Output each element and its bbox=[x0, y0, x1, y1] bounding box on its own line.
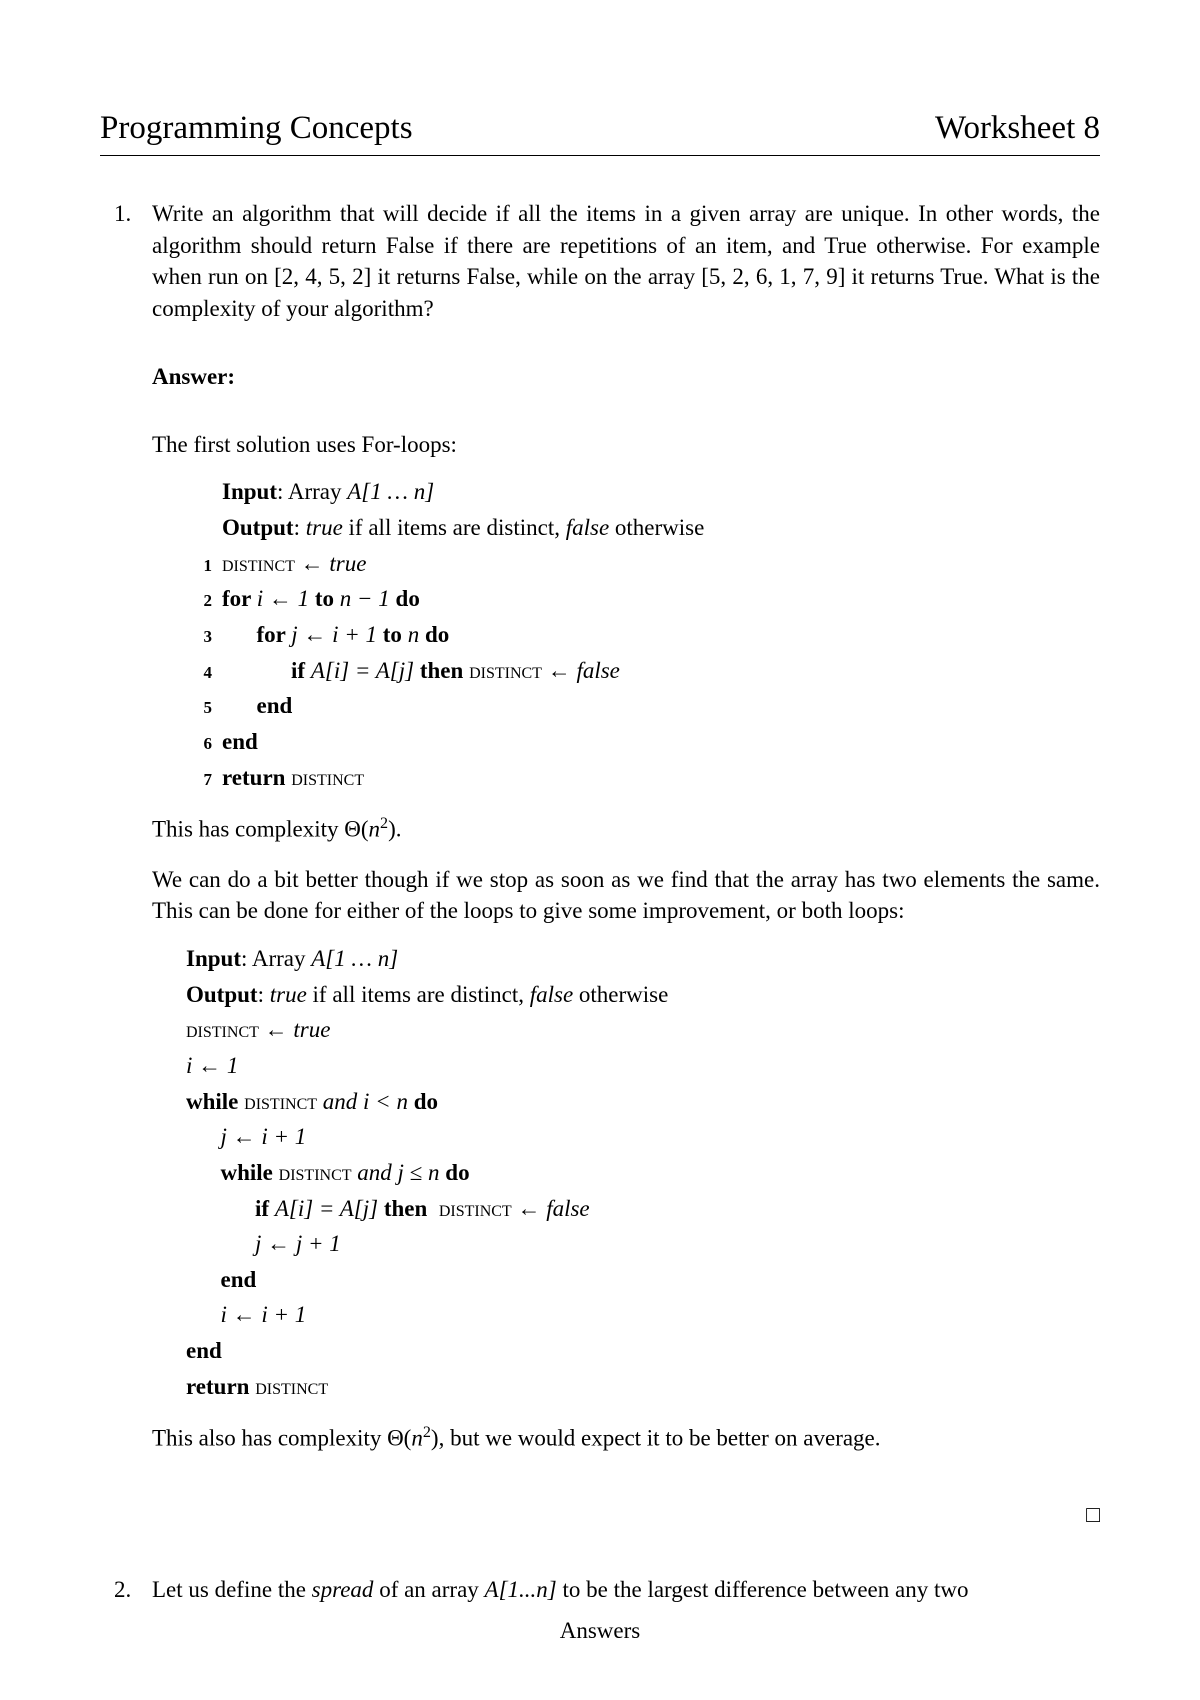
algo1-line-6: 6 end bbox=[186, 724, 1100, 760]
page-header: Programming Concepts Worksheet 8 bbox=[100, 110, 1100, 156]
algo1-line-1: 1 distinct ← true bbox=[186, 546, 1100, 582]
algo1-line-5: 5 end bbox=[186, 688, 1100, 724]
question-number: 2. bbox=[114, 1574, 131, 1606]
algo2-line-8: end bbox=[186, 1262, 1100, 1298]
question-1-text: Write an algorithm that will decide if a… bbox=[152, 201, 1100, 321]
question-list: 1. Write an algorithm that will decide i… bbox=[100, 198, 1100, 1606]
question-number: 1. bbox=[114, 198, 131, 230]
algo2-line-10: end bbox=[186, 1333, 1100, 1369]
algo2-line-3: while distinct and i < n do bbox=[186, 1084, 1100, 1120]
question-2: 2. Let us define the spread of an array … bbox=[152, 1574, 1100, 1606]
page-footer: Answers bbox=[0, 1618, 1200, 1644]
algo2-line-1: distinct ← true bbox=[186, 1012, 1100, 1048]
algo2-output: Output: true if all items are distinct, … bbox=[186, 977, 1100, 1013]
complexity-2: This also has complexity Θ(n2), but we w… bbox=[152, 1422, 1100, 1454]
algo1-output: Output: true if all items are distinct, … bbox=[186, 510, 1100, 546]
complexity-1: This has complexity Θ(n2). bbox=[152, 813, 1100, 845]
algorithm-1: Input: Array A[1 … n] Output: true if al… bbox=[186, 474, 1100, 795]
algo2-line-4: j ← i + 1 bbox=[186, 1119, 1100, 1155]
algo2-line-7: j ← j + 1 bbox=[186, 1226, 1100, 1262]
qed-mark: □ bbox=[152, 1499, 1100, 1531]
algo1-input: Input: Array A[1 … n] bbox=[186, 474, 1100, 510]
question-2-text: Let us define the spread of an array A[1… bbox=[152, 1577, 968, 1602]
algo2-line-6: if A[i] = A[j] then distinct ← false bbox=[186, 1191, 1100, 1227]
answer-intro-1: The first solution uses For-loops: bbox=[152, 429, 1100, 461]
algo1-line-4: 4 if A[i] = A[j] then distinct ← false bbox=[186, 653, 1100, 689]
question-1: 1. Write an algorithm that will decide i… bbox=[152, 198, 1100, 1530]
algo1-line-7: 7 return distinct bbox=[186, 760, 1100, 796]
answer-label: Answer: bbox=[152, 361, 1100, 393]
algo2-input: Input: Array A[1 … n] bbox=[186, 941, 1100, 977]
header-title-right: Worksheet 8 bbox=[935, 110, 1100, 147]
header-title-left: Programming Concepts bbox=[100, 110, 413, 147]
page: Programming Concepts Worksheet 8 1. Writ… bbox=[0, 0, 1200, 1700]
algorithm-2: Input: Array A[1 … n] Output: true if al… bbox=[186, 941, 1100, 1404]
algo2-line-11: return distinct bbox=[186, 1369, 1100, 1405]
algo2-line-2: i ← 1 bbox=[186, 1048, 1100, 1084]
algo1-line-3: 3 for j ← i + 1 to n do bbox=[186, 617, 1100, 653]
algo2-line-5: while distinct and j ≤ n do bbox=[186, 1155, 1100, 1191]
answer-intro-2: We can do a bit better though if we stop… bbox=[152, 864, 1100, 927]
algo1-line-2: 2 for i ← 1 to n − 1 do bbox=[186, 581, 1100, 617]
algo2-line-9: i ← i + 1 bbox=[186, 1297, 1100, 1333]
